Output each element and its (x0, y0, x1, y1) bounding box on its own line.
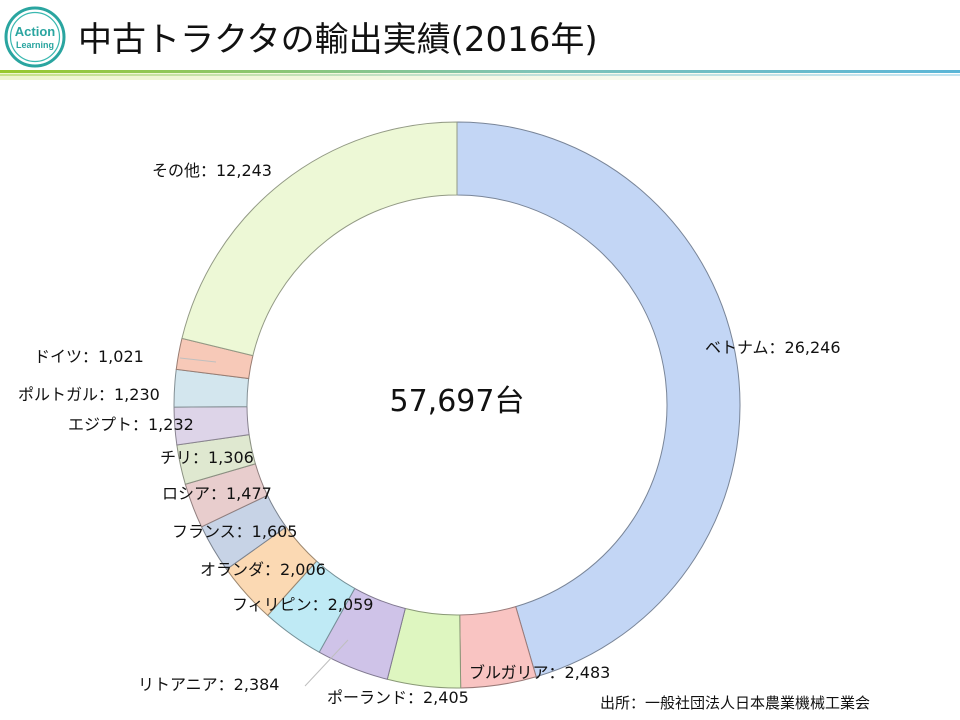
source-note: 出所：一般社団法人日本農業機械工業会 (600, 694, 871, 712)
slice-label: フランス：1,605 (172, 522, 298, 541)
title-underline-secondary (0, 74, 960, 76)
slice-label: フィリピン：2,059 (232, 595, 374, 614)
center-total-label: 57,697台 (390, 384, 525, 419)
slice-label: オランダ：2,006 (200, 560, 326, 579)
slice-label: ロシア：1,477 (162, 484, 272, 503)
logo-text-line-1: Action (15, 24, 56, 39)
donut-slice (181, 121, 458, 357)
slice-label: その他：12,243 (152, 161, 272, 180)
slice-label: ポーランド：2,405 (327, 688, 469, 707)
leader-line (304, 639, 349, 687)
action-learning-logo: Action Learning (4, 6, 66, 68)
slice-label: チリ：1,306 (160, 448, 254, 467)
slice-label: リトアニア：2,384 (138, 675, 280, 694)
page-title: 中古トラクタの輸出実績(2016年) (78, 20, 598, 60)
slice-label: ベトナム：26,246 (705, 338, 841, 357)
slice-label: ポルトガル：1,230 (18, 385, 160, 404)
slice-label: ドイツ：1,021 (34, 347, 144, 366)
donut-slice (456, 121, 741, 678)
slice-label: ブルガリア：2,483 (469, 663, 610, 682)
title-underline (0, 70, 960, 73)
leader-line (179, 357, 217, 363)
slide-header: Action Learning 中古トラクタの輸出実績(2016年) (0, 0, 960, 84)
slice-label: エジプト：1,232 (68, 415, 194, 434)
logo-text-line-2: Learning (16, 40, 54, 50)
